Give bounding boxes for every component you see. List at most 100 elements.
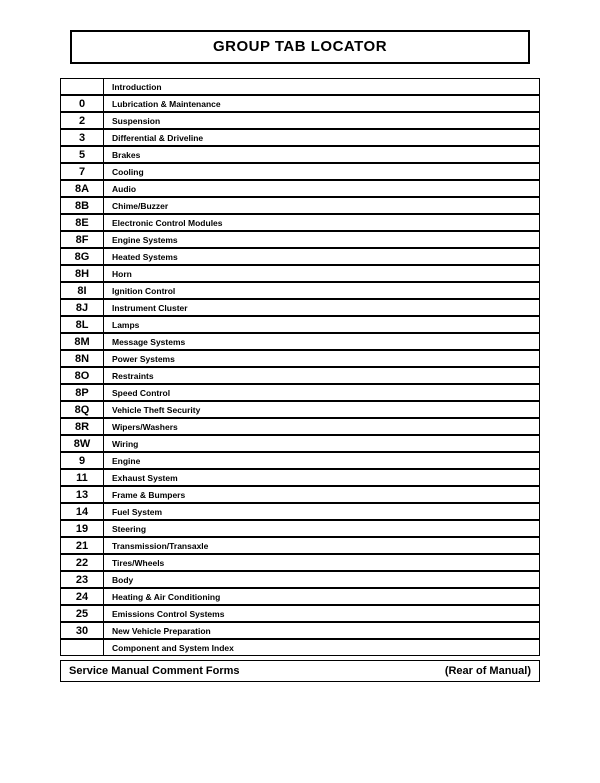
toc-code: 8E (60, 214, 103, 231)
toc-row: 8WWiring (60, 435, 540, 452)
toc-row: Introduction (60, 78, 540, 95)
toc-code: 8J (60, 299, 103, 316)
toc-code: 8R (60, 418, 103, 435)
toc-label: Heated Systems (103, 248, 540, 265)
toc-code: 8L (60, 316, 103, 333)
toc-row: 24Heating & Air Conditioning (60, 588, 540, 605)
toc-row: 8FEngine Systems (60, 231, 540, 248)
toc-label: Transmission/Transaxle (103, 537, 540, 554)
toc-code: 8P (60, 384, 103, 401)
toc-label: Wipers/Washers (103, 418, 540, 435)
toc-row: 8GHeated Systems (60, 248, 540, 265)
toc-code: 8H (60, 265, 103, 282)
toc-code (60, 78, 103, 95)
toc-label: Fuel System (103, 503, 540, 520)
toc-row: 9Engine (60, 452, 540, 469)
toc-label: Vehicle Theft Security (103, 401, 540, 418)
toc-code: 8Q (60, 401, 103, 418)
toc-label: Audio (103, 180, 540, 197)
footer-right: (Rear of Manual) (445, 665, 531, 677)
toc-code: 9 (60, 452, 103, 469)
toc-row: 2Suspension (60, 112, 540, 129)
toc-row: 8PSpeed Control (60, 384, 540, 401)
toc-label: Brakes (103, 146, 540, 163)
toc-label: Suspension (103, 112, 540, 129)
toc-row: 8QVehicle Theft Security (60, 401, 540, 418)
toc-code: 8F (60, 231, 103, 248)
toc-label: Component and System Index (103, 639, 540, 656)
toc-label: Emissions Control Systems (103, 605, 540, 622)
toc-code: 8M (60, 333, 103, 350)
toc-label: New Vehicle Preparation (103, 622, 540, 639)
toc-row: 8JInstrument Cluster (60, 299, 540, 316)
toc-label: Power Systems (103, 350, 540, 367)
toc-label: Wiring (103, 435, 540, 452)
toc-label: Restraints (103, 367, 540, 384)
title-box: GROUP TAB LOCATOR (70, 30, 530, 64)
toc-label: Horn (103, 265, 540, 282)
toc-code: 25 (60, 605, 103, 622)
toc-code: 21 (60, 537, 103, 554)
toc-code: 2 (60, 112, 103, 129)
toc-row: 8HHorn (60, 265, 540, 282)
toc-code: 30 (60, 622, 103, 639)
toc-label: Engine Systems (103, 231, 540, 248)
toc-row: 8AAudio (60, 180, 540, 197)
toc-code: 8N (60, 350, 103, 367)
toc-row: 8NPower Systems (60, 350, 540, 367)
toc-label: Cooling (103, 163, 540, 180)
toc-row: 21Transmission/Transaxle (60, 537, 540, 554)
toc-code: 7 (60, 163, 103, 180)
toc-code: 8O (60, 367, 103, 384)
toc-label: Electronic Control Modules (103, 214, 540, 231)
toc-row: Component and System Index (60, 639, 540, 656)
toc-label: Speed Control (103, 384, 540, 401)
toc-label: Exhaust System (103, 469, 540, 486)
toc-code: 23 (60, 571, 103, 588)
toc-row: 30New Vehicle Preparation (60, 622, 540, 639)
toc-label: Instrument Cluster (103, 299, 540, 316)
toc-label: Frame & Bumpers (103, 486, 540, 503)
toc-label: Introduction (103, 78, 540, 95)
toc-row: 8MMessage Systems (60, 333, 540, 350)
toc-row: 19Steering (60, 520, 540, 537)
toc-row: 11Exhaust System (60, 469, 540, 486)
toc-code: 0 (60, 95, 103, 112)
toc-code: 14 (60, 503, 103, 520)
toc-code: 22 (60, 554, 103, 571)
toc-row: 0Lubrication & Maintenance (60, 95, 540, 112)
toc-code: 8G (60, 248, 103, 265)
toc-row: 5Brakes (60, 146, 540, 163)
toc-label: Steering (103, 520, 540, 537)
toc-row: 8RWipers/Washers (60, 418, 540, 435)
toc-code: 5 (60, 146, 103, 163)
toc-code: 13 (60, 486, 103, 503)
toc-table: Introduction0Lubrication & Maintenance2S… (60, 78, 540, 656)
toc-label: Lamps (103, 316, 540, 333)
toc-label: Message Systems (103, 333, 540, 350)
toc-code: 19 (60, 520, 103, 537)
toc-label: Ignition Control (103, 282, 540, 299)
footer-left: Service Manual Comment Forms (69, 665, 240, 677)
toc-label: Lubrication & Maintenance (103, 95, 540, 112)
toc-label: Chime/Buzzer (103, 197, 540, 214)
toc-row: 14Fuel System (60, 503, 540, 520)
toc-code: 8B (60, 197, 103, 214)
toc-row: 8ORestraints (60, 367, 540, 384)
toc-code: 24 (60, 588, 103, 605)
toc-code: 8A (60, 180, 103, 197)
toc-row: 8LLamps (60, 316, 540, 333)
toc-row: 7Cooling (60, 163, 540, 180)
toc-code (60, 639, 103, 656)
toc-row: 3Differential & Driveline (60, 129, 540, 146)
toc-code: 8I (60, 282, 103, 299)
footer-box: Service Manual Comment Forms (Rear of Ma… (60, 660, 540, 682)
toc-row: 8EElectronic Control Modules (60, 214, 540, 231)
page-title: GROUP TAB LOCATOR (213, 38, 387, 55)
toc-row: 22Tires/Wheels (60, 554, 540, 571)
toc-row: 25Emissions Control Systems (60, 605, 540, 622)
toc-label: Differential & Driveline (103, 129, 540, 146)
toc-row: 8BChime/Buzzer (60, 197, 540, 214)
toc-label: Heating & Air Conditioning (103, 588, 540, 605)
toc-label: Engine (103, 452, 540, 469)
